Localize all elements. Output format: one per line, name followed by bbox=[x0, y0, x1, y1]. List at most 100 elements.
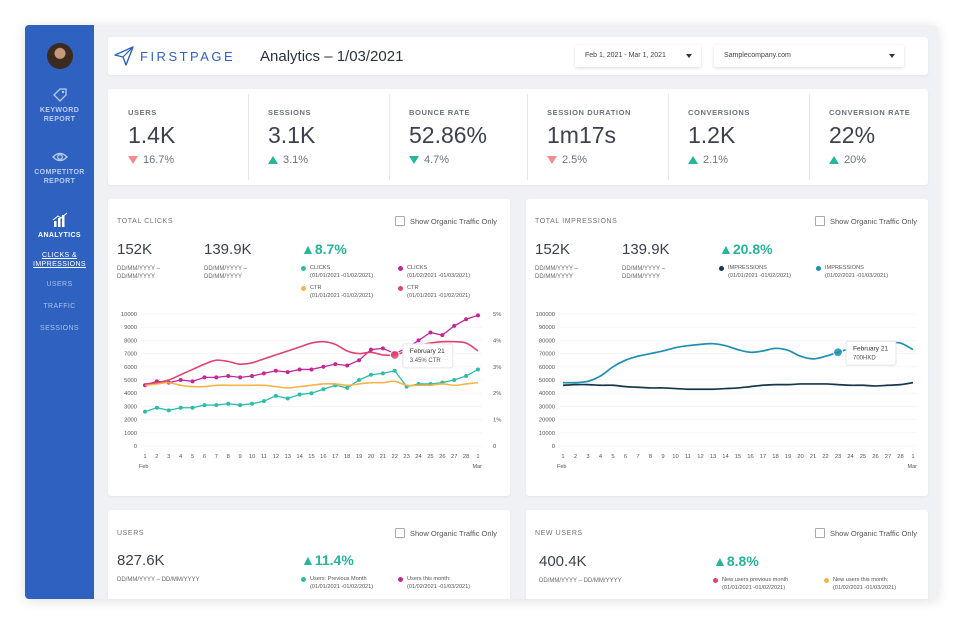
sidebar-item-competitor-report[interactable]: COMPETITOR REPORT bbox=[25, 149, 94, 186]
y-tick-label: 0 bbox=[552, 444, 555, 450]
data-point bbox=[476, 313, 480, 318]
data-point bbox=[226, 374, 231, 379]
sidebar-sub-label: CLICKS & bbox=[41, 252, 78, 259]
checkbox-label: Show Organic Traffic Only bbox=[830, 216, 917, 226]
x-tick-label: 7 bbox=[636, 454, 639, 460]
x-tick-label: 8 bbox=[649, 454, 652, 460]
data-point bbox=[202, 375, 207, 380]
bar-chart-icon bbox=[52, 212, 67, 227]
data-point bbox=[297, 367, 302, 372]
x-tick-label: 17 bbox=[332, 454, 338, 460]
y-tick-label: 20000 bbox=[539, 418, 555, 424]
site-select[interactable]: Samplecompany.com bbox=[714, 45, 904, 67]
kpi-session-duration: SESSION DURATION 1m17s 2.5% bbox=[527, 89, 664, 185]
legend-item: IMPRESSIONS (01/01/2021 -01/02/2021) bbox=[719, 265, 791, 280]
divider bbox=[668, 94, 669, 180]
kpi-change: 2.5% bbox=[547, 154, 587, 166]
tag-icon bbox=[52, 88, 67, 102]
x-tick-label: 3 bbox=[586, 454, 589, 460]
x-tick-label: 16 bbox=[320, 454, 326, 460]
kpi-label: USERS bbox=[128, 108, 157, 117]
avatar[interactable] bbox=[47, 43, 73, 69]
x-tick-label: 2 bbox=[574, 454, 577, 460]
x-tick-label: 24 bbox=[847, 454, 854, 460]
date-range-b: DD/MM/YYYY – DD/MM/YYYY bbox=[204, 266, 247, 280]
checkbox[interactable] bbox=[815, 528, 825, 538]
x-tick-label: 25 bbox=[860, 454, 866, 460]
sidebar-sub-sessions[interactable]: SESSIONS bbox=[40, 325, 79, 332]
kpi-users: USERS 1.4K 16.7% bbox=[108, 89, 245, 185]
logo[interactable]: FIRSTPAGE bbox=[114, 45, 235, 67]
sidebar-sub-users[interactable]: USERS bbox=[46, 281, 73, 288]
new-users-panel: NEW USERS Show Organic Traffic Only 400.… bbox=[526, 510, 928, 599]
sidebar-sub-clicks-impressions[interactable]: CLICKS & IMPRESSIONS bbox=[25, 252, 94, 269]
organic-traffic-toggle[interactable]: Show Organic Traffic Only bbox=[815, 216, 917, 226]
organic-traffic-toggle[interactable]: Show Organic Traffic Only bbox=[395, 528, 497, 538]
kpi-bounce-rate: BOUNCE RATE 52.86% 4.7% bbox=[389, 89, 526, 185]
header-bar: FIRSTPAGE Analytics – 1/03/2021 Feb 1, 2… bbox=[108, 37, 928, 75]
panel-title: TOTAL CLICKS bbox=[117, 218, 174, 225]
y-tick-label: 2000 bbox=[124, 418, 137, 424]
sidebar-item-analytics[interactable]: ANALYTICS bbox=[25, 212, 94, 241]
data-point bbox=[190, 405, 195, 410]
clicks-change: ▲8.7% bbox=[301, 241, 347, 257]
data-point bbox=[273, 393, 278, 398]
kpi-change: 3.1% bbox=[268, 154, 308, 166]
legend-item: Users: Previous Month (01/01/2021 -01/02/… bbox=[301, 576, 373, 591]
sidebar-item-keyword-report[interactable]: KEYWORD REPORT bbox=[25, 87, 94, 124]
checkbox[interactable] bbox=[395, 528, 405, 538]
data-point bbox=[476, 367, 480, 372]
chevron-down-icon bbox=[686, 54, 692, 58]
y-tick-label: 8000 bbox=[124, 338, 137, 344]
new-users-value: 400.4K bbox=[539, 553, 587, 570]
checkbox[interactable] bbox=[395, 216, 405, 226]
checkbox[interactable] bbox=[815, 216, 825, 226]
x-tick-label: 4 bbox=[179, 454, 183, 460]
impressions-change: ▲20.8% bbox=[719, 241, 773, 257]
y2-tick-label: 5% bbox=[493, 312, 501, 318]
y2-tick-label: 3% bbox=[493, 365, 501, 371]
organic-traffic-toggle[interactable]: Show Organic Traffic Only bbox=[815, 528, 917, 538]
total-clicks-panel: TOTAL CLICKS Show Organic Traffic Only 1… bbox=[108, 199, 510, 496]
kpi-row: USERS 1.4K 16.7% SESSIONS 3.1K 3.1% BOUN… bbox=[108, 89, 928, 185]
y-tick-label: 1000 bbox=[124, 431, 137, 437]
x-tick-label: 26 bbox=[439, 454, 445, 460]
x-tick-label: 1 bbox=[143, 454, 146, 460]
data-point bbox=[452, 378, 457, 382]
y-tick-label: 4000 bbox=[124, 391, 137, 397]
x-tick-label: 13 bbox=[284, 454, 290, 460]
kpi-change-value: 4.7% bbox=[424, 154, 450, 166]
data-point bbox=[452, 323, 457, 328]
sidebar-item-label: REPORT bbox=[43, 177, 76, 185]
x-tick-label: 12 bbox=[697, 454, 703, 460]
data-point bbox=[214, 375, 219, 380]
data-point bbox=[261, 371, 266, 376]
organic-traffic-toggle[interactable]: Show Organic Traffic Only bbox=[395, 216, 497, 226]
kpi-change: 4.7% bbox=[409, 154, 449, 166]
sidebar-sub-traffic[interactable]: TRAFFIC bbox=[43, 303, 76, 310]
data-point bbox=[178, 405, 183, 410]
data-point bbox=[464, 374, 469, 379]
tooltip-title: February 21 bbox=[410, 348, 445, 355]
checkbox-label: Show Organic Traffic Only bbox=[830, 528, 917, 538]
x-tick-label: 18 bbox=[344, 454, 350, 460]
divider bbox=[527, 94, 528, 180]
x-tick-label: 23 bbox=[403, 454, 409, 460]
clicks-chart: 0100020003000400050006000700080009000100… bbox=[121, 312, 502, 470]
data-point bbox=[428, 330, 433, 335]
highlight-point bbox=[832, 347, 844, 358]
kpi-value: 1m17s bbox=[547, 122, 617, 148]
y-tick-label: 100000 bbox=[536, 312, 555, 318]
y-tick-label: 80000 bbox=[539, 338, 555, 344]
series-line bbox=[144, 380, 479, 389]
new-users-change: ▲8.8% bbox=[713, 553, 759, 569]
y-tick-label: 6000 bbox=[124, 365, 137, 371]
kpi-change-value: 2.1% bbox=[703, 154, 729, 166]
users-panel: USERS Show Organic Traffic Only 827.6K D… bbox=[108, 510, 510, 599]
data-point bbox=[143, 409, 147, 414]
date-range: DD/MM/YYYY – DD/MM/YYYY bbox=[539, 578, 622, 584]
panel-title: TOTAL IMPRESSIONS bbox=[535, 218, 618, 225]
paper-plane-icon bbox=[114, 46, 134, 66]
date-range-select[interactable]: Feb 1, 2021 - Mar 1, 2021 bbox=[575, 45, 701, 67]
kpi-change-value: 16.7% bbox=[143, 154, 175, 166]
